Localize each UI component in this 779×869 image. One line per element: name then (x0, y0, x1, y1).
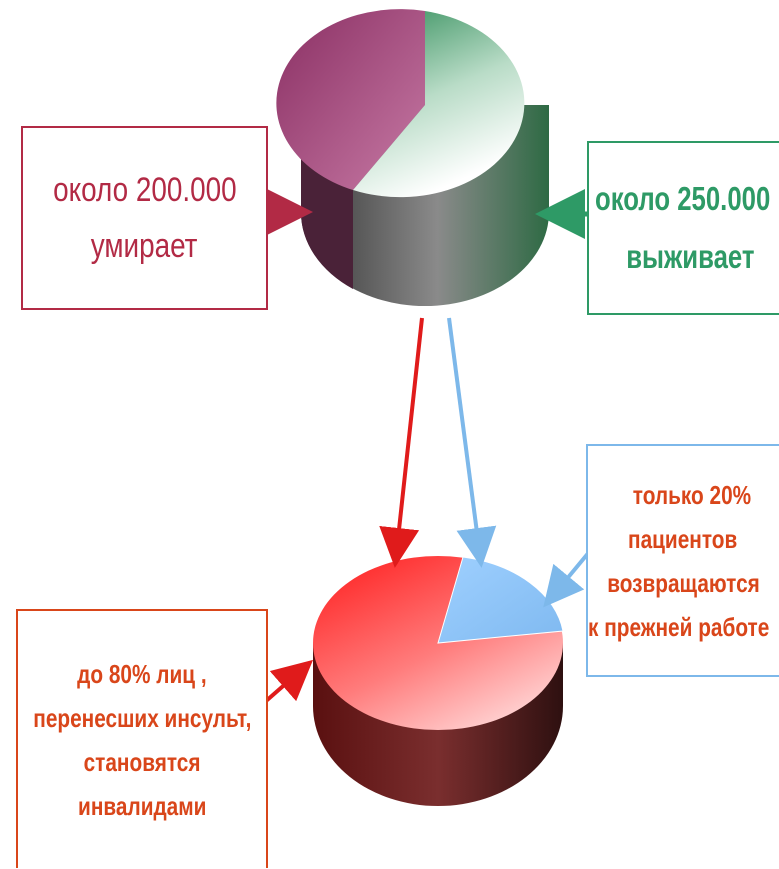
survives-box: около 250.000 выживает (587, 141, 779, 315)
top-pie (276, 9, 549, 306)
disabled-line-4: инвалидами (77, 790, 207, 821)
disabled-box: до 80% лиц , перенесших инсульт, становя… (16, 609, 268, 868)
slice-green (353, 11, 525, 198)
arrow-returns (543, 549, 592, 608)
arrow-disabled (264, 659, 314, 703)
dies-box: около 200.000 умирает (21, 126, 268, 310)
disabled-line-1: до 80% лиц , (77, 658, 207, 689)
bottom-pie (313, 556, 564, 806)
dies-label: умирает (91, 227, 198, 265)
arrow-blue-down (447, 317, 497, 568)
returns-line-4: к прежней работе (588, 611, 770, 642)
slice-purple (276, 9, 425, 190)
disabled-line-2: перенесших инсульт, (32, 702, 252, 733)
disabled-line-3: становятся (83, 746, 201, 777)
dies-count: около 200.000 (52, 171, 237, 209)
arrow-red-down (379, 317, 424, 568)
returns-line-3: возвращаются (607, 567, 760, 598)
survives-label: выживает (626, 238, 755, 275)
survives-count: около 250.000 (595, 180, 771, 217)
returns-line-1: только 20% (632, 479, 752, 510)
returns-box: только 20% пациентов возвращаются к преж… (586, 444, 779, 677)
returns-line-2: пациентов (628, 523, 738, 554)
